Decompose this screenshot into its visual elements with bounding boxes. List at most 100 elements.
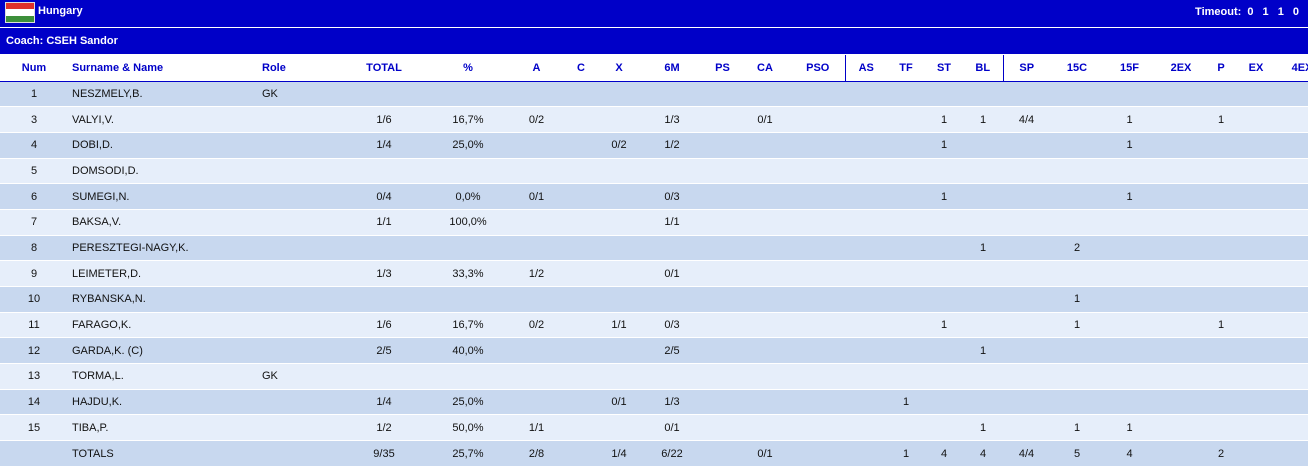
table-cell: 3 [0,106,68,133]
table-cell [511,286,562,313]
table-cell [1277,131,1308,159]
table-cell [1207,157,1235,184]
table-cell: 25,0% [425,131,511,159]
table-cell [845,440,887,466]
table-cell: 0/2 [600,131,638,159]
column-header: Role [258,55,343,82]
table-cell [706,363,739,390]
table-cell [600,286,638,313]
table-cell [562,157,600,184]
table-cell [1003,234,1050,261]
table-cell: 2 [1050,234,1104,261]
table-cell: 0/1 [739,440,791,466]
table-cell [1104,286,1155,313]
table-cell [258,157,343,184]
table-cell [258,337,343,364]
table-cell: 1/2 [343,414,425,441]
column-header: A [511,55,562,82]
table-cell [1207,363,1235,390]
table-row: 3 VALYI,V. 1/6 16,7% 0/2 1/3 0/1 1 1 4/4 1 1 [0,106,1308,133]
table-cell: 1 [1104,106,1155,133]
table-cell: 0/3 [638,183,706,210]
table-row: 7 BAKSA,V. 1/1 100,0% 1/1 [0,208,1308,236]
table-cell [258,260,343,287]
table-cell [1003,337,1050,364]
column-header: 4EX [1277,55,1308,82]
table-cell [963,131,1003,159]
table-cell [1155,311,1207,338]
table-cell: 6 [0,183,68,210]
table-cell [1277,106,1308,133]
table-cell [1207,234,1235,261]
table-cell: FARAGO,K. [68,311,258,338]
table-cell [791,363,845,390]
table-cell: 0/2 [511,311,562,338]
table-cell [1003,286,1050,313]
table-cell [600,260,638,287]
table-cell: 1 [1207,311,1235,338]
table-cell: 0/4 [343,183,425,210]
table-cell: SUMEGI,N. [68,183,258,210]
column-header: Num [0,55,68,82]
table-cell [1050,388,1104,415]
table-cell [343,363,425,390]
table-cell [706,260,739,287]
table-cell [1003,388,1050,415]
table-cell [1050,131,1104,159]
table-cell: 0/2 [511,106,562,133]
table-row: 9 LEIMETER,D. 1/3 33,3% 1/2 0/1 [0,260,1308,287]
table-cell [791,337,845,364]
table-cell [1277,286,1308,313]
table-cell [887,337,925,364]
table-cell [925,363,963,390]
column-header: 2EX [1155,55,1207,82]
table-cell [791,440,845,466]
table-cell: 5 [0,157,68,184]
table-cell [1003,157,1050,184]
table-cell: 40,0% [425,337,511,364]
table-cell [1050,337,1104,364]
table-cell [1277,440,1308,466]
table-cell: 15 [0,414,68,441]
table-cell [1155,388,1207,415]
table-cell [1155,131,1207,159]
table-cell [1003,363,1050,390]
table-cell [706,106,739,133]
table-cell [963,286,1003,313]
table-cell [562,414,600,441]
table-cell [1155,157,1207,184]
table-cell [600,234,638,261]
table-cell [791,80,845,107]
table-cell [963,363,1003,390]
table-cell: 0/1 [638,260,706,287]
table-cell [739,260,791,287]
table-cell [511,337,562,364]
table-cell [258,131,343,159]
table-cell: 1/1 [600,311,638,338]
table-cell [887,106,925,133]
table-cell [1207,208,1235,236]
table-cell: 1/4 [600,440,638,466]
table-cell [791,260,845,287]
table-cell [562,286,600,313]
column-header: 15F [1104,55,1155,82]
table-cell [600,363,638,390]
table-cell [1277,234,1308,261]
table-cell [638,363,706,390]
table-cell: 1 [887,440,925,466]
table-cell [511,131,562,159]
table-cell: 1/1 [343,208,425,236]
table-cell: 1/2 [638,131,706,159]
table-cell: 6/22 [638,440,706,466]
table-cell [1104,311,1155,338]
table-cell: 25,7% [425,440,511,466]
table-cell [706,388,739,415]
column-header: C [562,55,600,82]
table-cell [562,260,600,287]
table-cell [925,414,963,441]
table-cell [562,106,600,133]
table-cell [1104,157,1155,184]
table-cell [511,157,562,184]
table-cell: 2 [1207,440,1235,466]
table-cell: 1/4 [343,131,425,159]
